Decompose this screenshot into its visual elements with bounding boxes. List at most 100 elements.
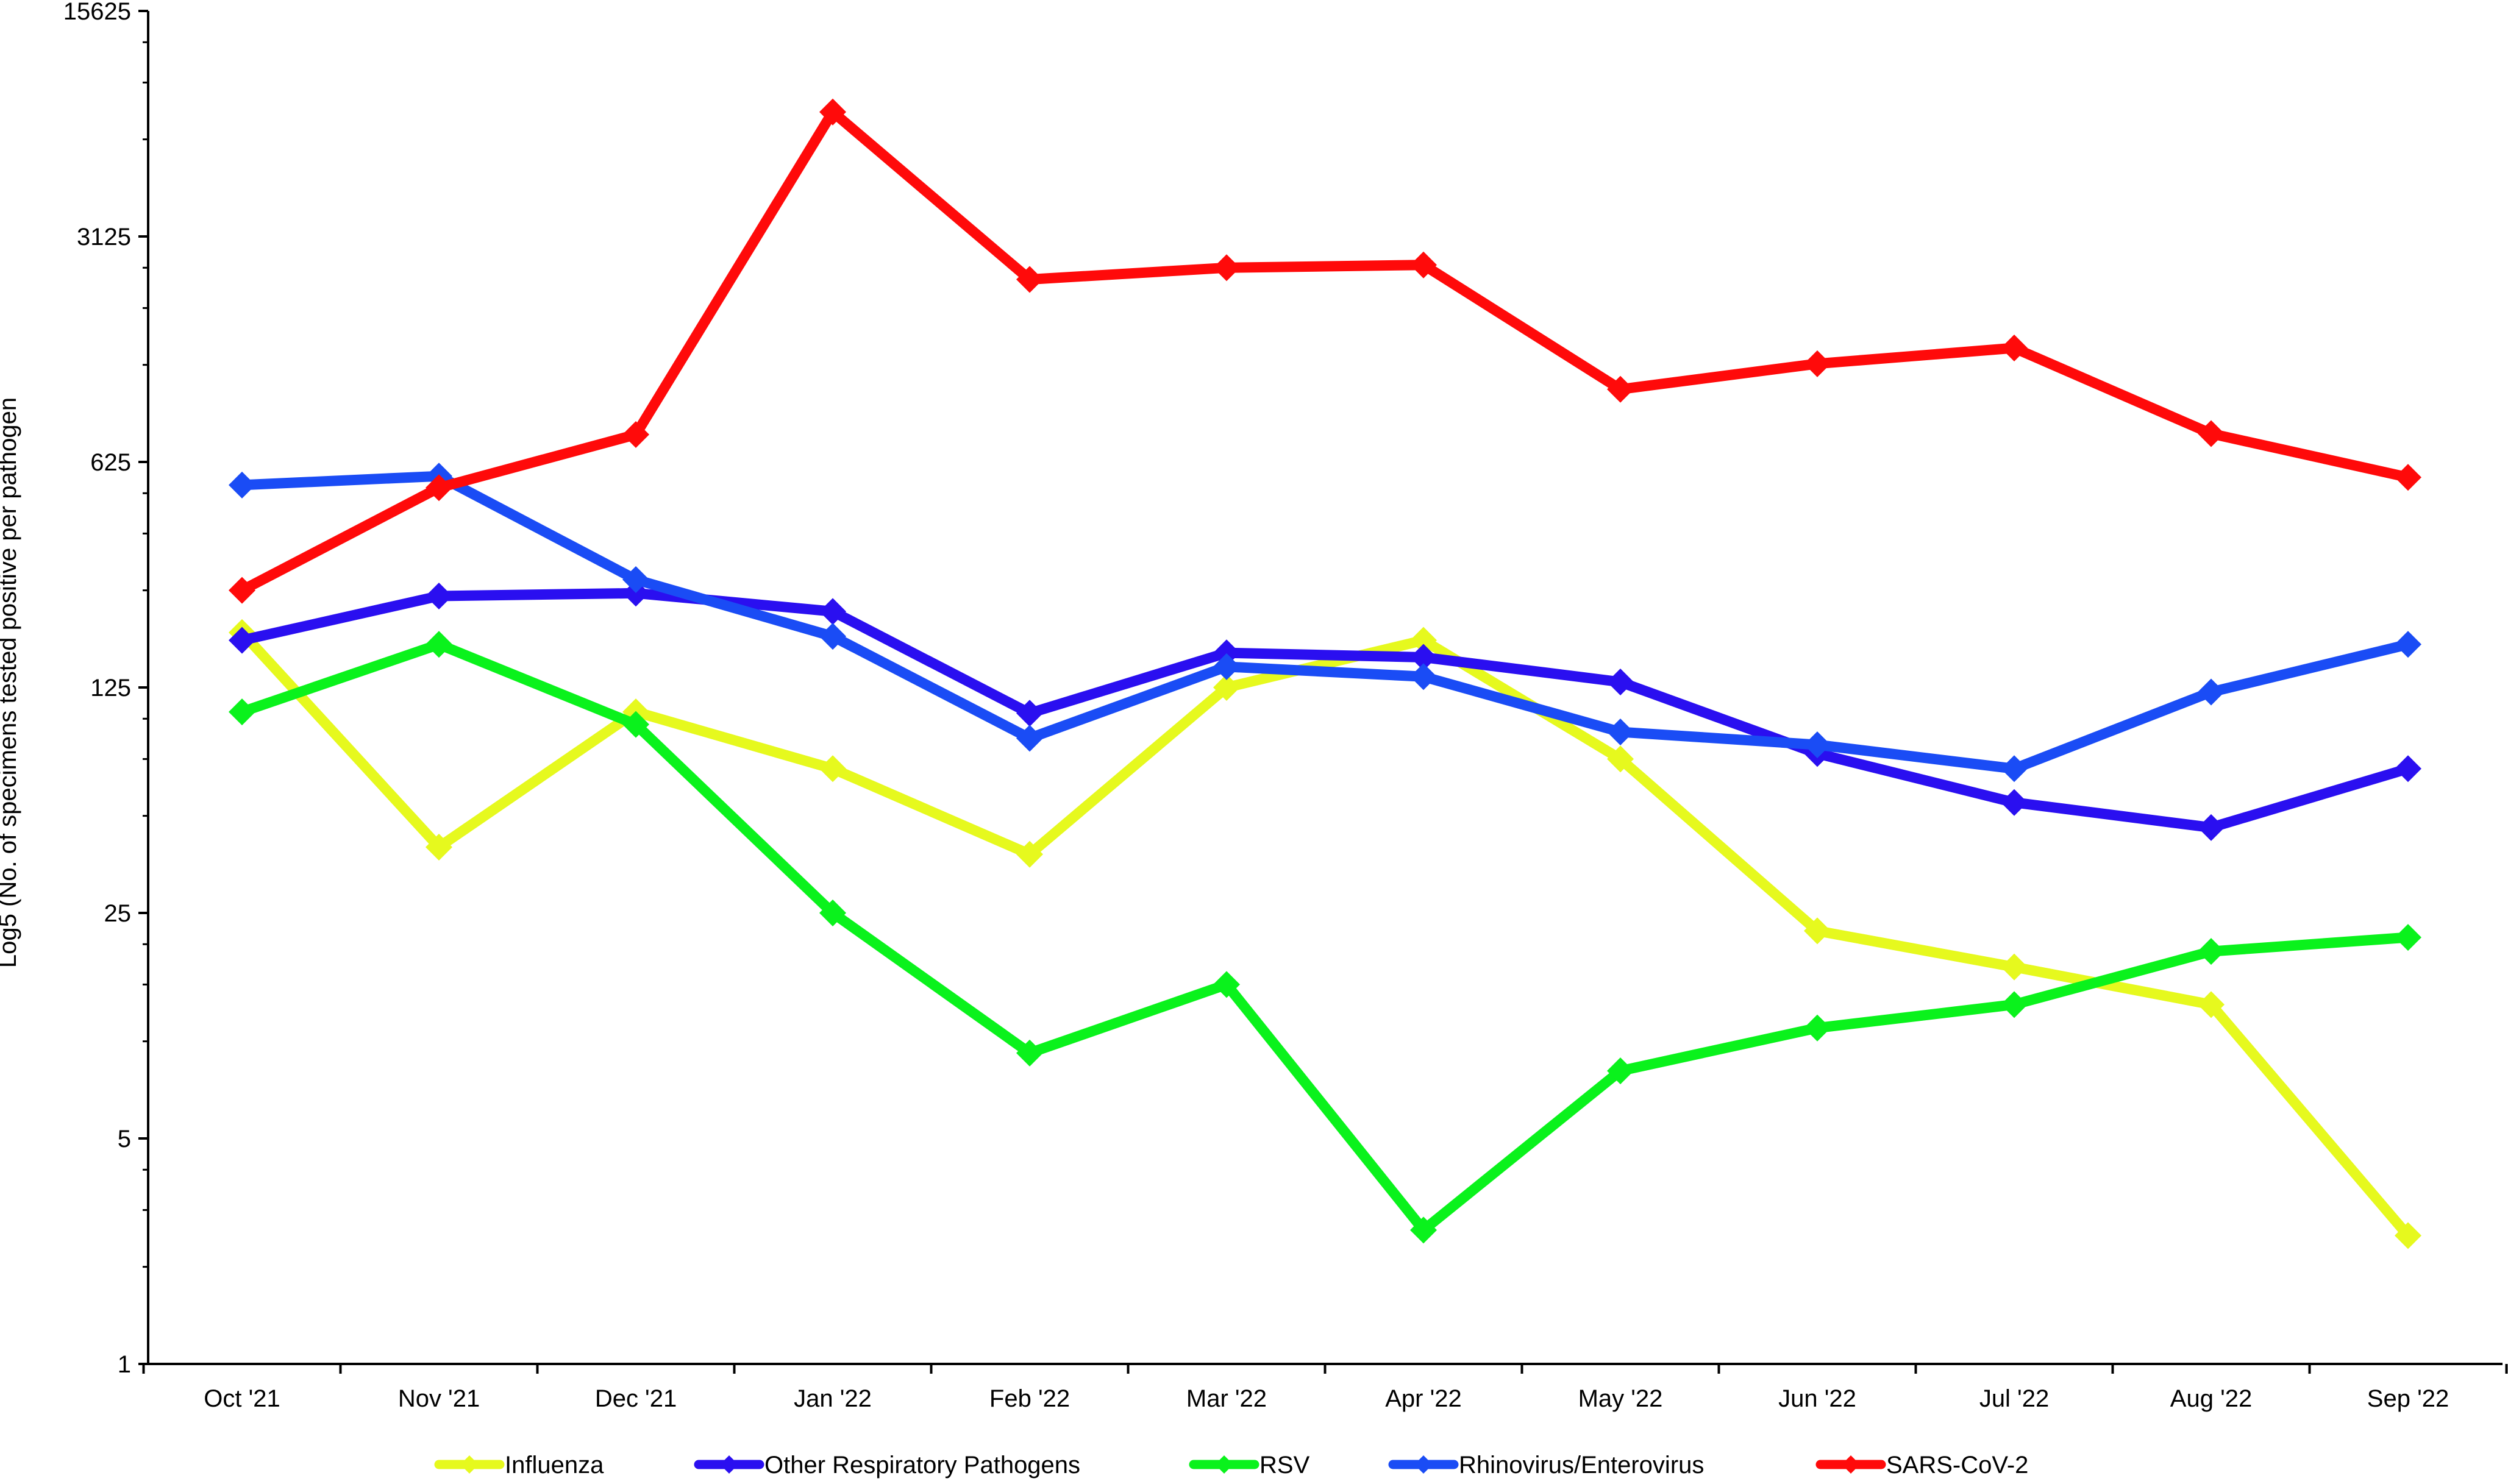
data-point <box>2198 420 2225 447</box>
legend-label: Influenza <box>505 1452 604 1479</box>
data-point <box>819 598 846 625</box>
legend-item: SARS-CoV-2 <box>1815 1452 2028 1479</box>
legend-item: Other Respiratory Pathogens <box>694 1452 1080 1479</box>
data-point <box>1607 375 1634 403</box>
legend-swatch-marker <box>1842 1455 1860 1474</box>
x-tick-label: Jun '22 <box>1778 1385 1856 1412</box>
series-line <box>237 107 2414 596</box>
data-point <box>1804 1014 1831 1042</box>
data-point <box>426 631 452 658</box>
data-point <box>1213 653 1240 680</box>
data-point <box>2001 789 2028 816</box>
data-point <box>1607 745 1634 773</box>
series-rhinovirus-enterovirus <box>229 463 2421 783</box>
data-point <box>819 98 846 126</box>
data-point <box>2001 755 2028 783</box>
series-line <box>237 470 2414 774</box>
data-point <box>426 833 452 861</box>
x-tick-label: Apr '22 <box>1385 1385 1462 1412</box>
y-tick-label: 1 <box>118 1351 131 1378</box>
data-point <box>2395 1222 2421 1249</box>
series-rsv <box>229 631 2421 1244</box>
x-tick-label: Nov '21 <box>398 1385 480 1412</box>
data-point <box>622 566 649 593</box>
data-point <box>2198 814 2225 841</box>
legend-swatch-marker <box>1414 1455 1433 1474</box>
data-point <box>1410 1216 1437 1244</box>
data-point <box>229 698 255 726</box>
data-point <box>1213 674 1240 701</box>
data-point <box>229 577 255 604</box>
data-point <box>2395 924 2421 951</box>
data-point <box>1804 350 1831 377</box>
x-tick-label: Mar '22 <box>1186 1385 1267 1412</box>
data-point <box>1804 731 1831 759</box>
series-influenza <box>229 619 2421 1249</box>
legend-swatch-marker <box>1215 1455 1233 1474</box>
data-point <box>229 627 255 654</box>
x-tick-label: Jan '22 <box>794 1385 872 1412</box>
data-point <box>426 474 452 502</box>
data-point <box>2198 678 2225 706</box>
data-point <box>1016 266 1043 293</box>
data-point <box>2395 464 2421 491</box>
data-point <box>426 583 452 610</box>
series-line <box>237 627 2414 1241</box>
data-point <box>1804 917 1831 945</box>
series-line <box>237 639 2414 1235</box>
legend-label: SARS-CoV-2 <box>1886 1452 2028 1479</box>
legend-label: RSV <box>1259 1452 1310 1479</box>
x-tick-label: Oct '21 <box>204 1385 280 1412</box>
data-point <box>819 900 846 926</box>
data-point <box>1607 1057 1634 1085</box>
data-point <box>2395 755 2421 783</box>
legend-item: Rhinovirus/Enterovirus <box>1388 1452 1704 1479</box>
y-tick-label: 5 <box>118 1126 131 1152</box>
data-point <box>2198 991 2225 1018</box>
x-tick-label: Aug '22 <box>2170 1385 2252 1412</box>
legend-label: Other Respiratory Pathogens <box>764 1452 1080 1479</box>
data-point <box>1213 639 1240 667</box>
data-point <box>1410 627 1437 654</box>
series-other-respiratory-pathogens <box>229 580 2421 841</box>
x-tick-label: Sep '22 <box>2367 1385 2449 1412</box>
y-tick-label: 3125 <box>77 224 131 250</box>
x-tick-label: Feb '22 <box>989 1385 1070 1412</box>
x-tick-label: May '22 <box>1578 1385 1663 1412</box>
data-point <box>1607 668 1634 695</box>
data-point <box>819 623 846 650</box>
data-point <box>1213 971 1240 998</box>
y-tick-label: 125 <box>90 675 131 701</box>
y-tick-label: 25 <box>104 900 132 927</box>
data-point <box>1213 254 1240 282</box>
y-tick-label: 15625 <box>63 0 131 25</box>
data-point <box>2001 334 2028 361</box>
data-point <box>622 711 649 738</box>
x-tick-label: Dec '21 <box>595 1385 677 1412</box>
data-point <box>1016 1039 1043 1067</box>
data-point <box>1410 251 1437 279</box>
legend-item: RSV <box>1189 1452 1310 1479</box>
data-point <box>1410 644 1437 671</box>
data-point <box>2001 991 2028 1018</box>
data-point <box>229 471 255 499</box>
data-point <box>2001 953 2028 981</box>
legend-label: Rhinovirus/Enterovirus <box>1459 1452 1704 1479</box>
legend-swatch-marker <box>720 1455 738 1474</box>
data-point <box>819 755 846 783</box>
series-line <box>237 588 2414 833</box>
series-sars-cov-2 <box>229 98 2421 604</box>
data-point <box>1607 718 1634 745</box>
y-axis-title: Log5 (No. of specimens tested positive p… <box>0 397 21 968</box>
data-point <box>1016 700 1043 727</box>
data-point <box>2198 938 2225 965</box>
data-point <box>1016 840 1043 868</box>
legend-swatch-marker <box>460 1455 479 1474</box>
data-point <box>1016 725 1043 752</box>
data-point <box>2395 631 2421 658</box>
x-tick-label: Jul '22 <box>1979 1385 2049 1412</box>
legend-item: Influenza <box>434 1452 604 1479</box>
data-point <box>1410 663 1437 691</box>
